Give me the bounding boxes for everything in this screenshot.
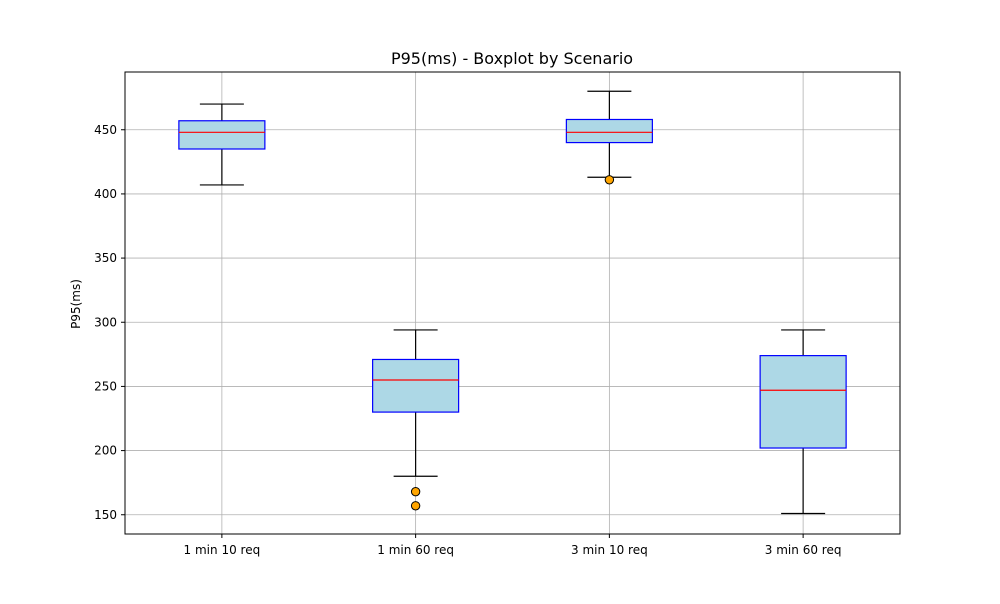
box-group-4: [759, 329, 847, 515]
plot-frame: [124, 71, 901, 535]
outlier-point: [410, 501, 421, 511]
x-tick-label: 1 min 10 req: [184, 543, 261, 557]
axis-layer: 150 200 250 300 350 400 450 1 min 10 req 1 min 6…: [94, 71, 901, 557]
outlier-point: [410, 486, 421, 497]
outlier-point: [604, 175, 615, 185]
x-tick-label: 3 min 10 req: [571, 543, 648, 557]
box-iqr: [372, 358, 460, 413]
box-group-2: [372, 329, 460, 511]
box-iqr: [565, 118, 653, 144]
box-group-3: [565, 90, 653, 185]
box-layer: [178, 90, 847, 515]
y-tick-label: 250: [94, 379, 117, 393]
y-tick-label: 350: [94, 251, 117, 265]
y-axis-label: P95(ms): [69, 279, 83, 329]
y-tick-label: 400: [94, 187, 117, 201]
chart-title: P95(ms) - Boxplot by Scenario: [391, 49, 633, 68]
y-tick-label: 450: [94, 123, 117, 137]
box-iqr: [178, 120, 266, 150]
x-tick-label: 3 min 60 req: [765, 543, 842, 557]
y-tick-label: 200: [94, 444, 117, 458]
y-tick-label: 300: [94, 315, 117, 329]
box-group-1: [178, 103, 266, 186]
box-iqr: [759, 355, 847, 449]
y-tick-label: 150: [94, 508, 117, 522]
x-tick-label: 1 min 60 req: [377, 543, 454, 557]
